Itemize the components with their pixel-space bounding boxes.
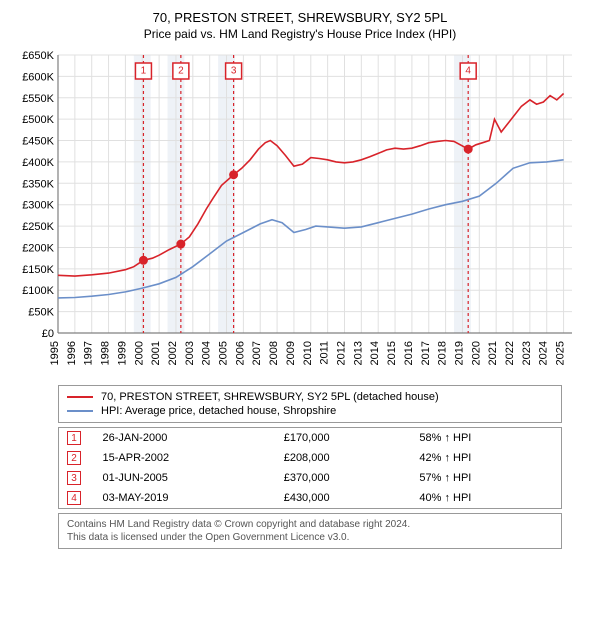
cell-pct: 58% ↑ HPI: [411, 428, 561, 449]
sales-table: 1 26-JAN-2000£170,00058% ↑ HPI 2 15-APR-200…: [58, 427, 562, 509]
cell-date: 03-MAY-2019: [95, 488, 276, 509]
legend-row: 70, PRESTON STREET, SHREWSBURY, SY2 5PL …: [67, 390, 553, 404]
sale-marker-number: 2: [178, 66, 184, 77]
x-tick-label: 2000: [133, 341, 145, 365]
x-tick-label: 2012: [335, 341, 347, 365]
page-title: 70, PRESTON STREET, SHREWSBURY, SY2 5PL: [10, 10, 590, 25]
x-tick-label: 2018: [437, 341, 449, 365]
x-tick-label: 2025: [555, 341, 567, 365]
cell-pct: 57% ↑ HPI: [411, 468, 561, 488]
legend-swatch: [67, 410, 93, 412]
y-tick-label: £200K: [22, 242, 54, 254]
sale-dot: [176, 240, 185, 249]
x-tick-label: 2024: [538, 341, 550, 365]
y-tick-label: £500K: [22, 114, 54, 126]
x-tick-label: 2016: [403, 341, 415, 365]
cell-pct: 42% ↑ HPI: [411, 448, 561, 468]
x-tick-label: 2019: [453, 341, 465, 365]
y-tick-label: £450K: [22, 136, 54, 148]
x-tick-label: 2008: [268, 341, 280, 365]
cell-marker: 4: [59, 488, 95, 509]
x-tick-label: 2014: [369, 341, 381, 365]
y-tick-label: £0: [42, 328, 54, 340]
x-tick-label: 2007: [251, 341, 263, 365]
cell-date: 26-JAN-2000: [95, 428, 276, 449]
x-tick-label: 2013: [352, 341, 364, 365]
sale-marker-box-icon: 2: [67, 451, 81, 465]
footnote-line: Contains HM Land Registry data © Crown c…: [67, 518, 553, 531]
x-tick-label: 2020: [470, 341, 482, 365]
cell-date: 01-JUN-2005: [95, 468, 276, 488]
legend: 70, PRESTON STREET, SHREWSBURY, SY2 5PL …: [58, 385, 562, 423]
cell-pct: 40% ↑ HPI: [411, 488, 561, 509]
table-row: 3 01-JUN-2005£370,00057% ↑ HPI: [59, 468, 562, 488]
cell-marker: 3: [59, 468, 95, 488]
cell-price: £170,000: [276, 428, 412, 449]
x-tick-label: 1999: [116, 341, 128, 365]
footnote-line: This data is licensed under the Open Gov…: [67, 531, 553, 544]
y-tick-label: £250K: [22, 221, 54, 233]
cell-marker: 2: [59, 448, 95, 468]
sale-marker-box-icon: 4: [67, 491, 81, 505]
x-tick-label: 2010: [302, 341, 314, 365]
x-tick-label: 2021: [487, 341, 499, 365]
chart-container: £0 £50K £100K £150K £200K £250K £300K £350K £400…: [10, 49, 590, 379]
x-tick-label: 2004: [201, 341, 213, 365]
sale-marker-number: 1: [141, 66, 147, 77]
table-row: 2 15-APR-2002£208,00042% ↑ HPI: [59, 448, 562, 468]
cell-price: £430,000: [276, 488, 412, 509]
y-tick-label: £150K: [22, 264, 54, 276]
y-tick-label: £400K: [22, 157, 54, 169]
page-subtitle: Price paid vs. HM Land Registry's House …: [10, 27, 590, 41]
line-chart: £0 £50K £100K £150K £200K £250K £300K £350K £400…: [10, 49, 590, 379]
x-tick-label: 1996: [66, 341, 78, 365]
sale-marker-box-icon: 3: [67, 471, 81, 485]
legend-row: HPI: Average price, detached house, Shro…: [67, 404, 553, 418]
y-tick-label: £100K: [22, 285, 54, 297]
cell-date: 15-APR-2002: [95, 448, 276, 468]
table-row: 4 03-MAY-2019£430,00040% ↑ HPI: [59, 488, 562, 509]
x-tick-label: 2017: [420, 341, 432, 365]
x-tick-label: 2015: [386, 341, 398, 365]
x-tick-label: 1995: [49, 341, 61, 365]
y-tick-label: £350K: [22, 178, 54, 190]
x-tick-label: 2009: [285, 341, 297, 365]
x-tick-label: 1997: [83, 341, 95, 365]
cell-price: £370,000: [276, 468, 412, 488]
cell-marker: 1: [59, 428, 95, 449]
sale-marker-number: 3: [231, 66, 237, 77]
y-tick-label: £50K: [28, 307, 54, 319]
sale-dot: [139, 256, 148, 265]
x-tick-label: 2001: [150, 341, 162, 365]
x-tick-label: 2022: [504, 341, 516, 365]
x-tick-label: 2005: [218, 341, 230, 365]
sale-dot: [229, 170, 238, 179]
x-tick-label: 1998: [100, 341, 112, 365]
legend-label: 70, PRESTON STREET, SHREWSBURY, SY2 5PL …: [101, 391, 439, 403]
y-tick-label: £300K: [22, 200, 54, 212]
cell-price: £208,000: [276, 448, 412, 468]
sale-marker-number: 4: [465, 66, 471, 77]
legend-label: HPI: Average price, detached house, Shro…: [101, 405, 336, 417]
x-tick-label: 2003: [184, 341, 196, 365]
sale-marker-box-icon: 1: [67, 431, 81, 445]
y-tick-label: £600K: [22, 71, 54, 83]
x-tick-label: 2011: [319, 341, 331, 365]
footnote: Contains HM Land Registry data © Crown c…: [58, 513, 562, 549]
x-tick-label: 2002: [167, 341, 179, 365]
sale-dot: [464, 145, 473, 154]
y-tick-label: £550K: [22, 93, 54, 105]
legend-swatch: [67, 396, 93, 398]
table-row: 1 26-JAN-2000£170,00058% ↑ HPI: [59, 428, 562, 449]
x-tick-label: 2006: [234, 341, 246, 365]
y-tick-label: £650K: [22, 50, 54, 62]
x-tick-label: 2023: [521, 341, 533, 365]
